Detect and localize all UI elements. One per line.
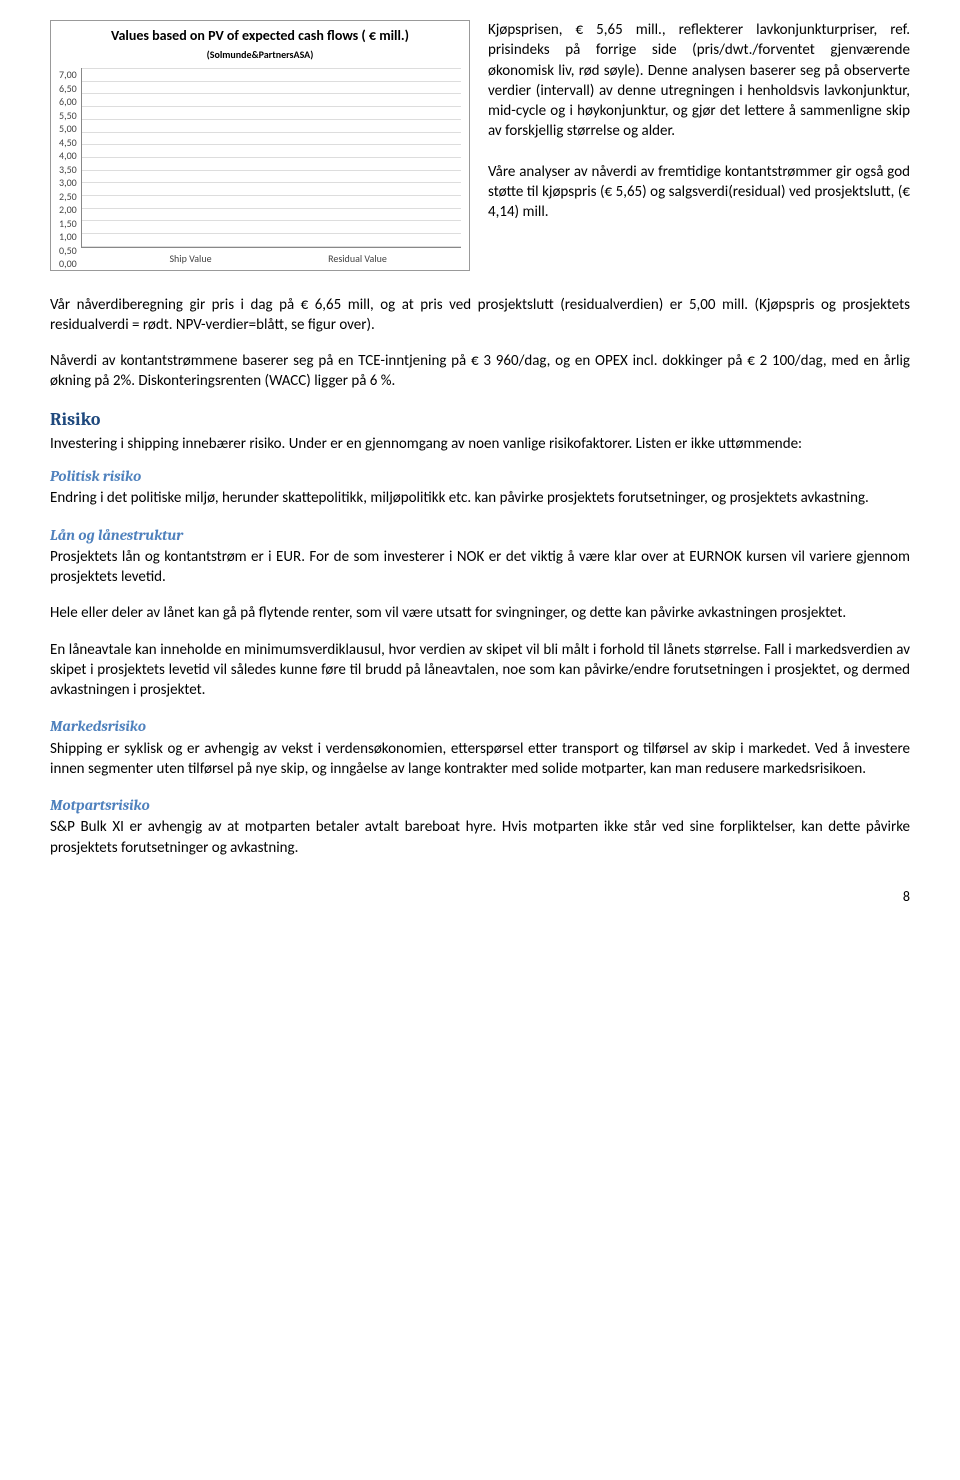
page-number: 8 xyxy=(50,888,910,907)
y-tick-label: 0,50 xyxy=(59,244,77,258)
risiko-intro: Investering i shipping innebærer risiko.… xyxy=(50,434,910,454)
politisk-paragraph: Endring i det politiske miljø, herunder … xyxy=(50,488,910,508)
lan-paragraph-2: Hele eller deler av lånet kan gå på flyt… xyxy=(50,603,910,623)
y-tick-label: 0,00 xyxy=(59,257,77,271)
y-tick-label: 3,50 xyxy=(59,163,77,177)
heading-politisk: Politisk risiko xyxy=(50,466,910,486)
gridlines xyxy=(82,68,461,247)
x-tick-label: Residual Value xyxy=(274,252,441,266)
heading-lan: Lån og lånestruktur xyxy=(50,525,910,545)
motpart-paragraph: S&P Bulk XI er avhengig av at motparten … xyxy=(50,817,910,858)
y-axis: 7,006,506,005,505,004,504,003,503,002,50… xyxy=(59,68,81,248)
plot-area xyxy=(81,68,461,248)
y-tick-label: 5,50 xyxy=(59,109,77,123)
body-paragraph-1: Vår nåverdiberegning gir pris i dag på €… xyxy=(50,295,910,336)
heading-marked: Markedsrisiko xyxy=(50,716,910,736)
chart-plot: 7,006,506,005,505,004,504,003,503,002,50… xyxy=(59,68,461,248)
heading-risiko: Risiko xyxy=(50,408,910,432)
y-tick-label: 6,50 xyxy=(59,82,77,96)
y-tick-label: 1,50 xyxy=(59,217,77,231)
body-paragraph-2: Nåverdi av kontantstrømmene baserer seg … xyxy=(50,351,910,392)
chart-container: Values based on PV of expected cash flow… xyxy=(50,20,470,271)
y-tick-label: 1,00 xyxy=(59,230,77,244)
chart-title-main: Values based on PV of expected cash flow… xyxy=(111,27,409,44)
chart-title-sub: (Solmunde&PartnersASA) xyxy=(207,48,314,61)
y-tick-label: 4,50 xyxy=(59,136,77,150)
lan-paragraph-1: Prosjektets lån og kontantstrøm er i EUR… xyxy=(50,547,910,588)
heading-motpart: Motpartsrisiko xyxy=(50,795,910,815)
y-tick-label: 6,00 xyxy=(59,95,77,109)
x-tick-label: Ship Value xyxy=(107,252,274,266)
top-section: Values based on PV of expected cash flow… xyxy=(50,20,910,277)
lan-paragraph-3: En låneavtale kan inneholde en minimumsv… xyxy=(50,640,910,701)
x-axis-labels: Ship ValueResidual Value xyxy=(87,252,461,266)
marked-paragraph: Shipping er syklisk og er avhengig av ve… xyxy=(50,739,910,780)
y-tick-label: 4,00 xyxy=(59,149,77,163)
y-tick-label: 7,00 xyxy=(59,68,77,82)
y-tick-label: 2,50 xyxy=(59,190,77,204)
y-tick-label: 5,00 xyxy=(59,122,77,136)
chart-title: Values based on PV of expected cash flow… xyxy=(59,27,461,62)
y-tick-label: 3,00 xyxy=(59,176,77,190)
y-tick-label: 2,00 xyxy=(59,203,77,217)
